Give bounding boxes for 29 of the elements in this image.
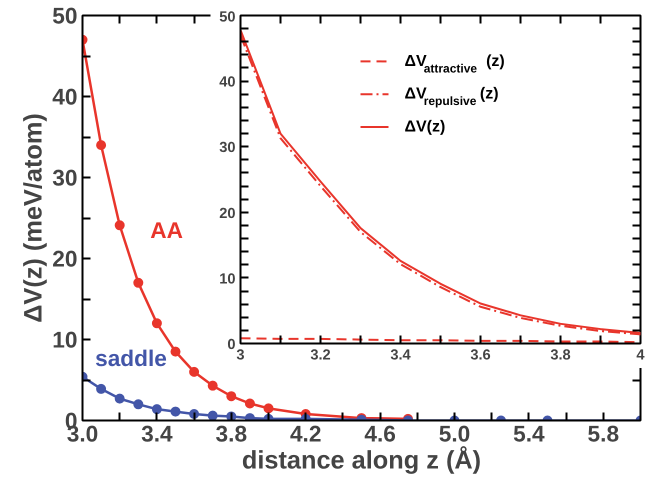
x-tick-label: 3.4 [390, 348, 412, 364]
y-tick-label: 0 [227, 337, 236, 353]
y-tick-label: 20 [219, 206, 236, 222]
x-tick-label: 3.8 [216, 420, 248, 446]
y-tick-label: 10 [219, 271, 236, 288]
y-tick-label: 50 [219, 10, 236, 26]
legend-label: ΔV(z) [404, 118, 446, 136]
x-tick-label: 4 [636, 348, 646, 364]
x-tick-label: 3.4 [141, 420, 174, 446]
series-label: AA [150, 216, 184, 243]
x-tick-label: 5.4 [513, 420, 546, 446]
x-tick-label: 5.0 [438, 420, 470, 446]
x-tick-label: 4.2 [290, 420, 322, 446]
x-tick-label: 3 [236, 348, 245, 364]
series-label: saddle [95, 344, 167, 371]
x-tick-label: 4.6 [364, 420, 396, 446]
y-tick-label: 50 [52, 2, 78, 28]
x-tick-label: 5.8 [588, 420, 620, 446]
y-axis-title: ΔV(z) (meV/atom) [19, 113, 48, 323]
x-tick-label: 3.2 [310, 348, 331, 364]
y-tick-label: 40 [52, 84, 78, 110]
x-tick-label: 3.8 [550, 348, 571, 364]
y-tick-label: 30 [52, 164, 78, 190]
y-tick-label: 30 [219, 140, 236, 156]
y-tick-label: 10 [52, 326, 78, 352]
x-axis-title: distance along z (Å) [242, 446, 482, 474]
y-tick-label: 20 [52, 246, 78, 272]
x-tick-label: 3.6 [470, 348, 491, 364]
y-tick-label: 40 [219, 74, 236, 91]
